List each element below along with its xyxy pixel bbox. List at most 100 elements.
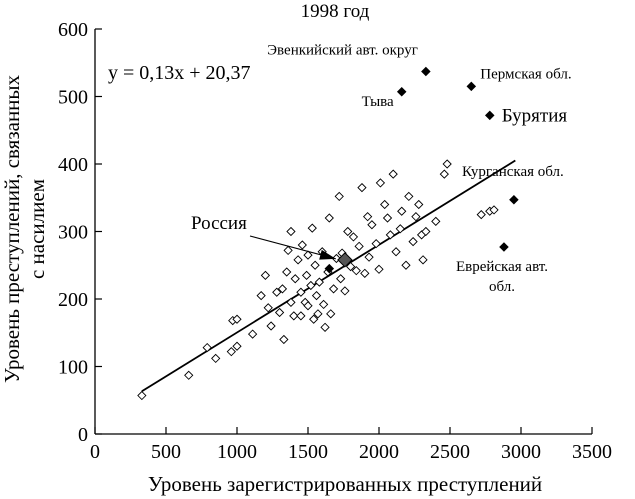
highlighted-point — [509, 195, 519, 205]
data-point — [442, 159, 452, 169]
y-tick-label: 100 — [58, 357, 88, 379]
data-point — [211, 353, 221, 364]
data-point — [283, 245, 293, 256]
data-point — [290, 274, 300, 284]
point-label: Пермская обл. — [480, 66, 571, 82]
data-point — [318, 299, 329, 310]
data-point — [363, 212, 373, 222]
point-label: Еврейская авт. — [456, 259, 548, 275]
data-point — [310, 260, 320, 270]
data-point — [289, 311, 299, 321]
data-point — [385, 230, 395, 240]
data-point — [343, 226, 353, 237]
russia-label: Россия — [191, 213, 247, 234]
highlighted-point — [324, 263, 335, 274]
data-point — [274, 307, 285, 318]
data-point — [348, 232, 359, 242]
data-point — [345, 261, 356, 272]
data-point — [391, 247, 401, 257]
data-point — [388, 169, 398, 179]
data-point — [414, 199, 424, 210]
y-tick-label: 300 — [58, 222, 88, 244]
data-point — [296, 311, 306, 321]
data-point — [401, 260, 411, 270]
y-tick-label: 0 — [78, 424, 88, 446]
data-point — [334, 191, 344, 202]
data-point — [226, 347, 236, 357]
data-point — [202, 342, 212, 353]
data-point — [351, 266, 361, 276]
x-tick-label: 0 — [90, 441, 100, 463]
highlighted-point — [421, 66, 431, 77]
point-label: обл. — [489, 279, 515, 295]
y-tick-label: 500 — [58, 87, 88, 109]
x-axis-title: Уровень зарегистрированных преступлений — [148, 472, 542, 496]
data-point — [313, 309, 323, 319]
russia-arrowhead — [319, 249, 336, 260]
data-point — [314, 277, 324, 287]
y-axis-title-line-1: Уровень преступлений, связанных — [0, 74, 24, 383]
data-point — [328, 284, 339, 294]
point-label: Бурятия — [502, 105, 568, 126]
x-tick-label: 500 — [151, 441, 181, 463]
point-label: Эвенкийский авт. округ — [267, 43, 418, 59]
data-point — [263, 303, 273, 313]
data-point — [340, 286, 350, 296]
y-axis-ticks: 0 100 200 300 400 500 600 — [58, 19, 102, 446]
data-point — [397, 206, 407, 216]
data-point — [320, 322, 330, 332]
data-point — [371, 239, 381, 249]
y-axis-title: Уровень преступлений, связанных с насили… — [0, 74, 49, 383]
data-point — [375, 178, 386, 188]
data-point — [297, 240, 307, 250]
y-tick-label: 200 — [58, 289, 88, 311]
data-point — [336, 274, 346, 284]
chart-title: 1998 год — [301, 1, 370, 22]
x-tick-label: 2000 — [359, 441, 399, 463]
point-label: Курганская обл. — [462, 164, 564, 180]
data-point — [431, 216, 441, 227]
data-point — [272, 287, 282, 297]
x-tick-label: 2500 — [430, 441, 470, 463]
y-tick-label: 600 — [58, 19, 88, 41]
x-tick-label: 3000 — [501, 441, 541, 463]
data-point — [367, 220, 377, 230]
data-point — [382, 213, 393, 223]
data-point — [306, 280, 316, 291]
data-point — [303, 301, 313, 311]
data-point — [311, 290, 322, 301]
data-point — [282, 267, 292, 277]
data-point — [357, 182, 367, 193]
data-point — [360, 268, 370, 278]
data-point — [247, 329, 258, 339]
highlighted-point — [484, 110, 495, 121]
data-point — [395, 224, 405, 234]
x-tick-label: 3500 — [572, 441, 612, 463]
data-point — [286, 297, 296, 308]
data-point — [293, 255, 303, 265]
x-tick-label: 1000 — [217, 441, 257, 463]
highlighted-point — [499, 242, 509, 252]
data-point — [260, 270, 271, 281]
russia-point — [337, 252, 353, 268]
data-point — [324, 213, 334, 223]
point-label: Тыва — [362, 94, 394, 110]
data-point — [301, 270, 312, 281]
data-point — [404, 191, 414, 202]
data-point — [439, 169, 449, 179]
y-tick-label: 400 — [58, 154, 88, 176]
data-point — [364, 252, 374, 262]
data-point — [286, 226, 296, 237]
data-point — [309, 314, 319, 324]
data-point — [279, 334, 289, 345]
highlighted-point — [466, 81, 477, 92]
highlighted-point — [396, 87, 407, 97]
x-axis-ticks: 0 500 1000 1500 2000 2500 3000 3500 — [90, 427, 612, 463]
data-points — [137, 159, 499, 401]
data-point — [307, 223, 317, 233]
data-point — [326, 309, 336, 319]
x-tick-label: 1500 — [288, 441, 328, 463]
russia-marker: Россия — [191, 213, 353, 268]
data-point — [489, 205, 499, 215]
